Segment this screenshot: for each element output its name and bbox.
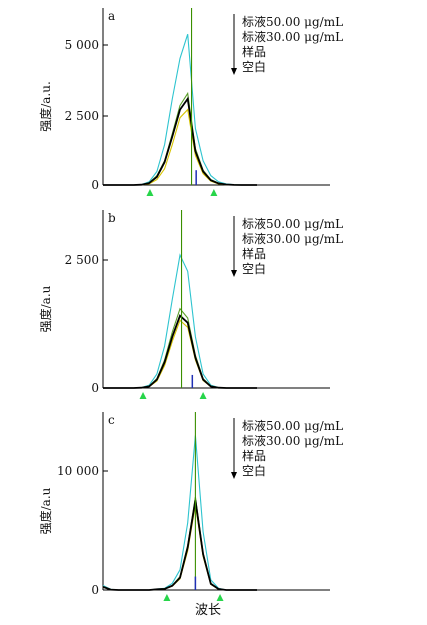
- series-line-sample: [102, 500, 257, 591]
- y-tick-label: 2 500: [65, 109, 99, 123]
- y-axis-label: 强度/a.u: [38, 487, 53, 534]
- legend-entry: 标液30.00 μg/mL: [242, 231, 343, 246]
- legend-entry: 标液30.00 μg/mL: [242, 433, 343, 448]
- marker-triangle: [199, 392, 207, 399]
- legend-entry: 标液50.00 μg/mL: [242, 418, 343, 433]
- y-tick-label: 0: [91, 381, 99, 395]
- legend-entry: 标液30.00 μg/mL: [242, 29, 343, 44]
- series-line-standard_30: [103, 91, 257, 186]
- legend-entry: 空白: [242, 59, 266, 74]
- series-line-sample: [103, 314, 257, 389]
- panel-label: b: [108, 211, 116, 225]
- y-tick-label: 0: [91, 583, 99, 597]
- legend-entry: 空白: [242, 261, 266, 276]
- y-axis-label: 强度/a.u.: [38, 81, 53, 132]
- legend-arrow-head: [231, 270, 237, 277]
- y-tick-label: 0: [91, 178, 99, 192]
- legend-arrow-head: [231, 68, 237, 75]
- series-line-blank: [103, 108, 257, 186]
- chart-panel-a: 5 000 2 500 0 a 强度/a.u. 标液50.00 μg/mL标液30.00 …: [38, 8, 343, 196]
- marker-triangle: [216, 594, 224, 601]
- panel-label: c: [108, 413, 115, 427]
- panel-label: a: [108, 9, 115, 23]
- series-line-blank: [103, 319, 257, 389]
- y-axis-label: 强度/a.u: [38, 285, 53, 332]
- legend-arrow-head: [231, 472, 237, 479]
- y-tick-label: 2 500: [65, 253, 99, 267]
- legend-entry: 标液50.00 μg/mL: [242, 216, 343, 231]
- legend-entry: 样品: [242, 44, 266, 59]
- y-tick-label: 10 000: [57, 464, 99, 478]
- y-tick-label: 5 000: [65, 38, 99, 52]
- legend-entry: 标液50.00 μg/mL: [242, 14, 343, 29]
- marker-triangle: [139, 392, 147, 399]
- legend-entry: 样品: [242, 246, 266, 261]
- legend-entry: 样品: [242, 448, 266, 463]
- legend-entry: 空白: [242, 463, 266, 478]
- x-axis-label: 波长: [195, 603, 221, 618]
- marker-triangle: [163, 594, 171, 601]
- marker-triangle: [210, 189, 218, 196]
- series-line-sample: [103, 96, 257, 186]
- marker-triangle: [146, 189, 154, 196]
